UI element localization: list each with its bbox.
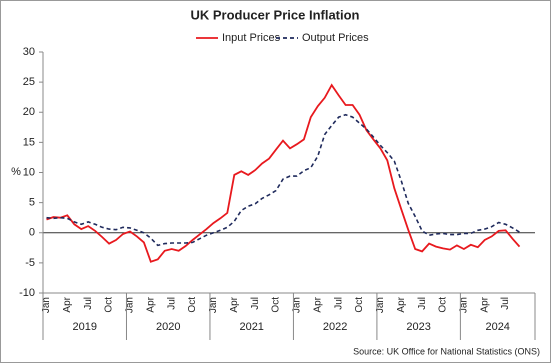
series-line [46,83,521,263]
y-tick-label: 25 [23,76,35,88]
year-label: 2021 [239,321,263,333]
legend-label: Input Prices [222,32,281,44]
y-axis-label: % [11,166,21,178]
x-tick-label: Jul [250,297,261,310]
legend-label: Output Prices [302,32,369,44]
x-tick-label: Apr [62,296,73,312]
year-label: 2024 [485,321,509,333]
x-tick-label: Jan [375,297,386,313]
x-tick-label: Oct [187,297,198,313]
x-tick-label: Jul [83,297,94,310]
x-tick-label: Apr [145,296,156,312]
y-tick-label: -10 [19,287,35,299]
y-tick-label: 20 [23,106,35,118]
year-label: 2019 [72,321,96,333]
x-tick-label: Jan [208,297,219,313]
y-tick-label: 30 [23,46,35,58]
x-tick-label: Oct [354,297,365,313]
x-tick-label: Jan [41,297,52,313]
y-tick-label: -5 [25,257,35,269]
source-note: Source: UK Office for National Statistic… [353,346,540,356]
x-tick-label: Apr [312,296,323,312]
series-line [46,113,520,247]
chart-title: UK Producer Price Inflation [190,7,359,22]
x-tick-label: Oct [271,297,282,313]
x-tick-label: Jan [125,297,136,313]
y-tick-label: 5 [29,197,35,209]
x-tick-label: Oct [438,297,449,313]
x-tick-label: Jul [166,297,177,310]
x-tick-label: Jul [333,297,344,310]
x-tick-label: Apr [229,296,240,312]
y-tick-label: 15 [23,136,35,148]
y-tick-label: 10 [23,166,35,178]
x-tick-label: Apr [396,296,407,312]
x-tick-label: Jan [459,297,470,313]
x-tick-label: Jan [292,297,303,313]
year-label: 2020 [156,321,180,333]
x-tick-label: Apr [479,296,490,312]
x-tick-label: Oct [104,297,115,313]
year-label: 2022 [323,321,347,333]
x-tick-label: Jul [500,297,511,310]
x-tick-label: Jul [417,297,428,310]
y-tick-label: 0 [29,227,35,239]
year-label: 2023 [406,321,430,333]
